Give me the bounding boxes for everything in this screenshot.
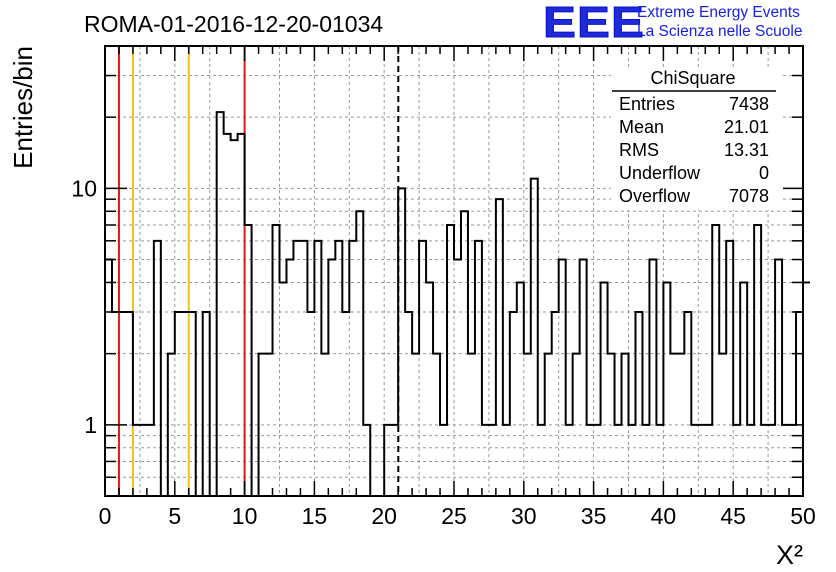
stats-title: ChiSquare — [650, 68, 735, 88]
chart-title: ROMA-01-2016-12-20-01034 — [84, 11, 383, 37]
logo-line-1: Extreme Energy Events — [637, 4, 800, 21]
x-tick-label: 25 — [441, 503, 467, 529]
eee-logo: EEE Extreme Energy Events La Scienza nel… — [542, 0, 833, 48]
logo-line-2: La Scienza nelle Scuole — [637, 23, 803, 40]
stats-value-entries: 7438 — [729, 94, 769, 114]
x-tick-label: 40 — [651, 503, 677, 529]
stats-box: ChiSquare Entries 7438 Mean 21.01 RMS 13… — [611, 68, 783, 210]
x-tick-label: 5 — [168, 503, 181, 529]
stats-label-rms: RMS — [619, 140, 659, 160]
y-axis-label: Entries/bin — [8, 46, 38, 169]
stats-value-underflow: 0 — [759, 163, 769, 183]
x-tick-label: 35 — [581, 503, 607, 529]
x-tick-label: 50 — [790, 503, 816, 529]
histogram-outline — [105, 111, 810, 497]
x-tick-labels: 0 5 10 15 20 25 30 35 40 45 50 — [99, 503, 816, 529]
stats-value-overflow: 7078 — [729, 186, 769, 206]
x-tick-label: 20 — [371, 503, 397, 529]
x-tick-label: 0 — [99, 503, 112, 529]
x-tick-label: 15 — [302, 503, 328, 529]
y-tick-label: 10 — [71, 175, 97, 201]
stats-label-overflow: Overflow — [619, 186, 691, 206]
x-tick-label: 30 — [511, 503, 537, 529]
axis-ticks — [104, 46, 804, 496]
y-tick-labels: 1 10 — [71, 175, 97, 437]
x-tick-label: 10 — [232, 503, 258, 529]
y-tick-label: 1 — [84, 412, 97, 438]
eee-logo-mark: EEE — [542, 0, 645, 48]
stats-label-underflow: Underflow — [619, 163, 701, 183]
x-tick-label: 45 — [720, 503, 746, 529]
stats-value-rms: 13.31 — [724, 140, 769, 160]
stats-value-mean: 21.01 — [724, 117, 769, 137]
stats-label-mean: Mean — [619, 117, 664, 137]
stats-label-entries: Entries — [619, 94, 675, 114]
marker-lines — [117, 46, 400, 496]
x-axis-label: X² — [776, 540, 803, 570]
